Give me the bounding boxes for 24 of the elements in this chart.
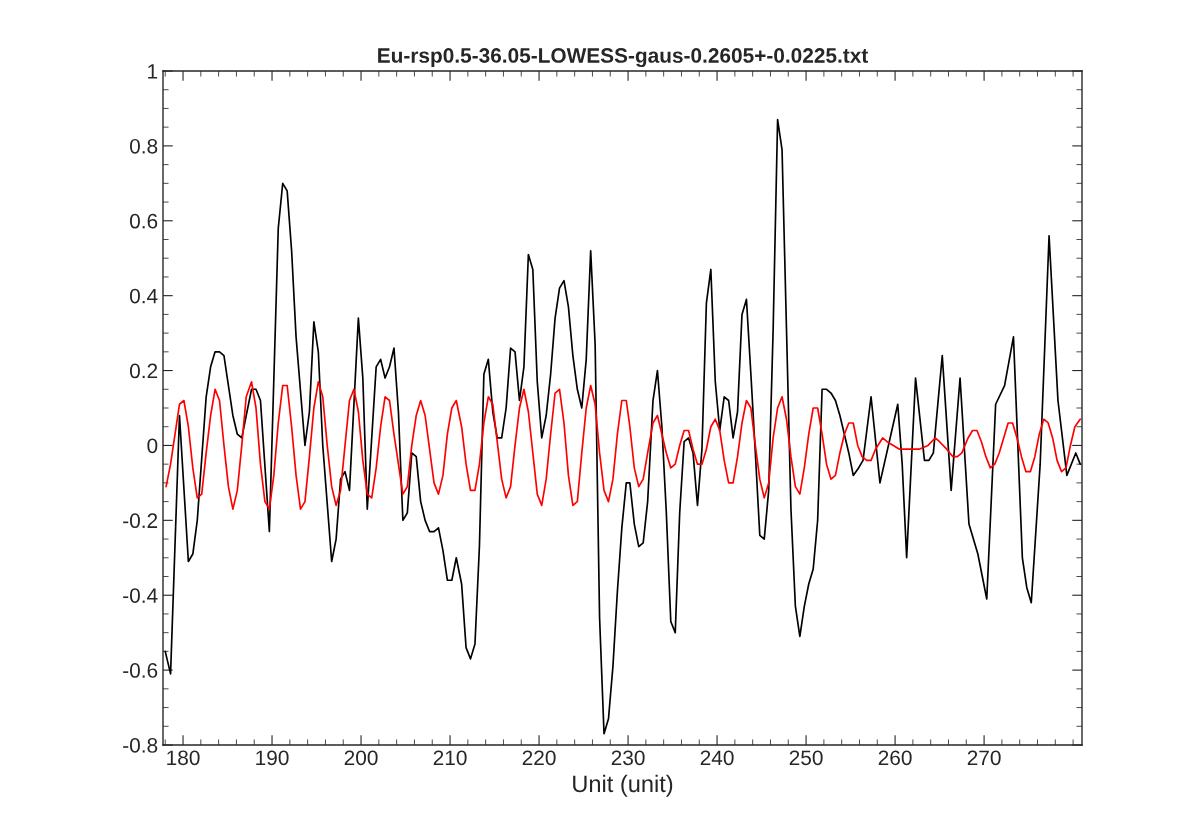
x-tick-label: 270	[967, 750, 1001, 766]
x-tick-label: 230	[611, 750, 645, 766]
y-tick-label: 0.4	[129, 288, 158, 304]
x-tick-label: 180	[167, 750, 200, 766]
x-tick-label: 190	[256, 750, 289, 766]
x-tick-label: 240	[700, 750, 734, 766]
chart-title: Eu-rsp0.5-36.05-LOWESS-gaus-0.2605+-0.0225.txt	[378, 48, 869, 68]
y-tick-label: -0.4	[123, 588, 158, 603]
y-tick-label: 1	[148, 64, 158, 79]
x-tick-label: 260	[878, 750, 912, 766]
x-axis-title: Unit (unit)	[573, 774, 673, 797]
y-tick-label: 0	[147, 438, 158, 454]
x-tick-label: 200	[344, 750, 378, 766]
x-tick-label: 250	[789, 750, 823, 766]
line-series	[164, 118, 1082, 735]
x-tick-label: 210	[433, 750, 467, 766]
y-tick-label: -0.8	[123, 738, 158, 753]
x-tick-label: 220	[522, 750, 556, 766]
y-tick-label: -0.6	[123, 663, 158, 678]
y-tick-label: -0.2	[123, 513, 158, 529]
y-tick-label: 0.8	[129, 138, 158, 154]
line-series	[165, 380, 1082, 510]
y-tick-label: 0.6	[129, 213, 158, 229]
y-tick-label: 0.2	[129, 363, 158, 379]
